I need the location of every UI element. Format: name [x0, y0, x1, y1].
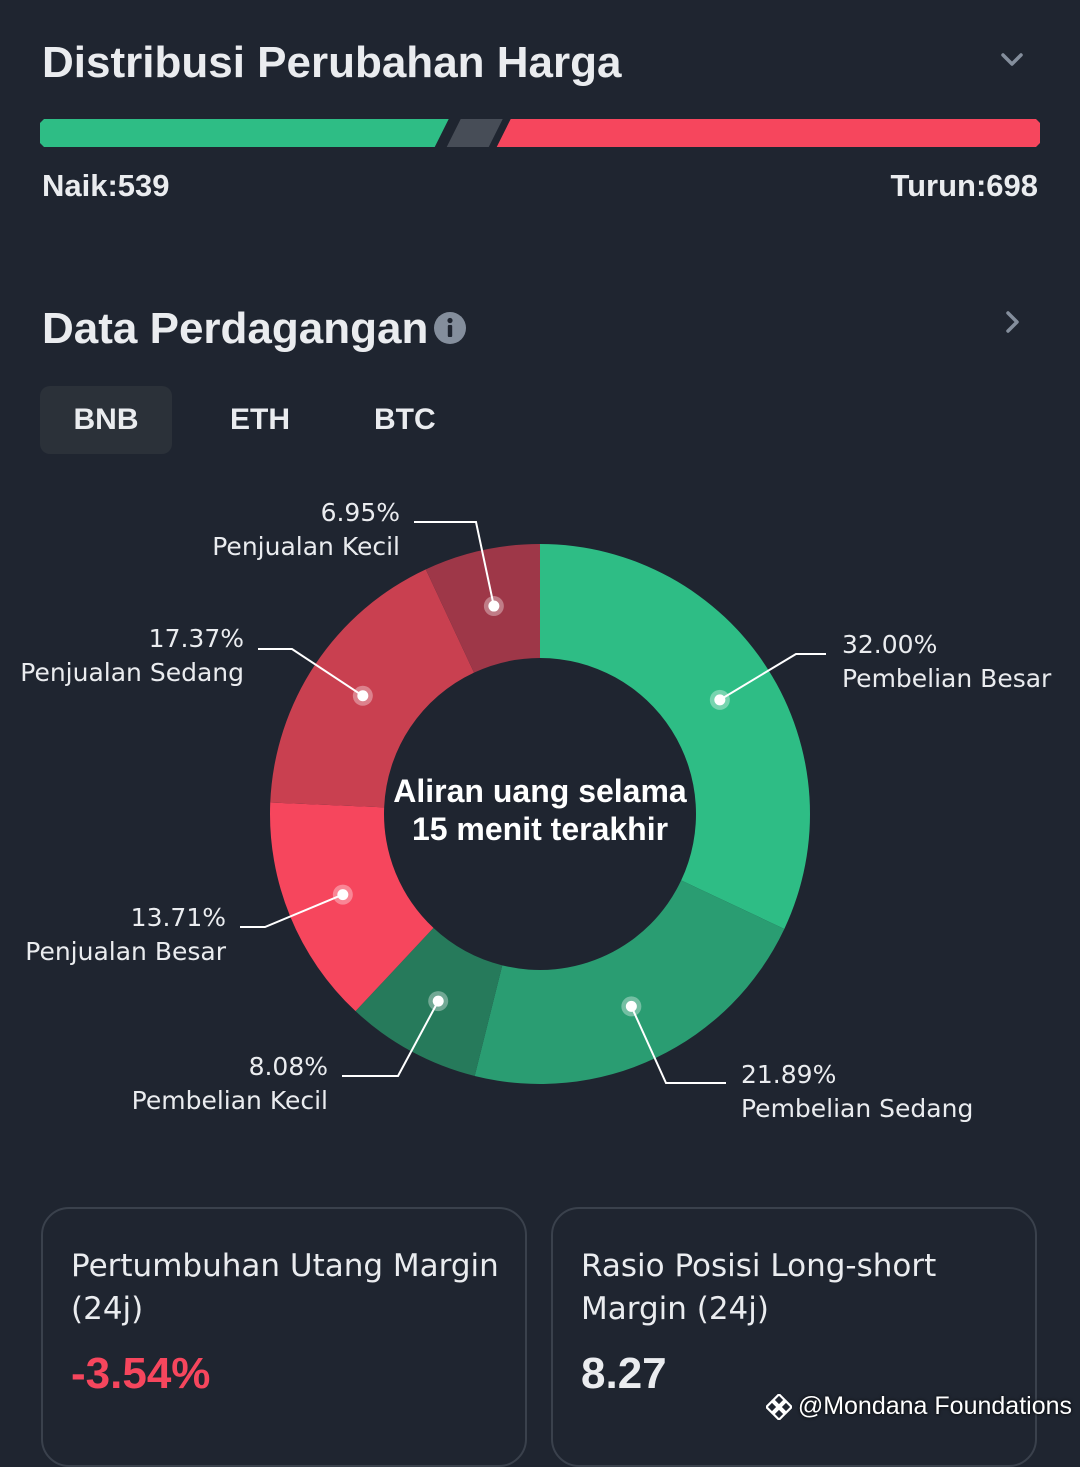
donut-slice-pembelian-besar[interactable]: [540, 544, 810, 929]
label-name: Pembelian Sedang: [741, 1094, 974, 1123]
tab-bnb[interactable]: BNB: [40, 386, 172, 454]
donut-slice-penjualan-kecil[interactable]: [425, 544, 540, 673]
label-pembelian-besar: 32.00% Pembelian Besar: [842, 628, 1051, 696]
label-penjualan-kecil: 6.95% Penjualan Kecil: [212, 496, 400, 564]
fall-count: Turun:698: [890, 168, 1038, 203]
chart-center-line-2: 15 menit terakhir: [411, 811, 669, 847]
label-percent: 21.89%: [741, 1060, 837, 1089]
label-penjualan-sedang: 17.37% Penjualan Sedang: [20, 622, 244, 690]
card-value: -3.54%: [71, 1349, 211, 1398]
slice-marker-dot: [337, 889, 349, 901]
leader-line: [630, 1006, 726, 1084]
label-percent: 6.95%: [320, 498, 400, 527]
info-icon[interactable]: [433, 311, 467, 345]
label-name: Penjualan Sedang: [20, 658, 244, 687]
slice-marker-dot: [625, 1000, 637, 1012]
leader-line: [414, 521, 495, 607]
label-percent: 17.37%: [148, 624, 244, 653]
chart-center-title: Aliran uang selama 15 menit terakhir: [380, 772, 700, 848]
tab-eth[interactable]: ETH: [230, 403, 290, 436]
slice-marker-dot: [488, 600, 500, 612]
label-percent: 8.08%: [248, 1052, 328, 1081]
donut-slice-penjualan-besar[interactable]: [269, 802, 434, 1012]
label-name: Pembelian Besar: [842, 664, 1052, 693]
fall-bar: [496, 119, 1040, 147]
donut-slice-pembelian-kecil[interactable]: [355, 927, 503, 1076]
binance-logo-icon: [765, 1393, 792, 1420]
label-name: Pembelian Kecil: [131, 1086, 328, 1115]
price-distribution-title: Distribusi Perubahan Harga: [42, 38, 622, 87]
rise-count: Naik:539: [42, 168, 170, 203]
distribution-bar: [40, 119, 1040, 147]
label-percent: 13.71%: [130, 903, 226, 932]
money-flow-donut-chart: [240, 521, 826, 1085]
rise-bar: [40, 119, 449, 147]
chart-center-line-1: Aliran uang selama: [393, 773, 687, 809]
label-pembelian-kecil: 8.08% Pembelian Kecil: [132, 1050, 328, 1118]
leader-line: [719, 653, 826, 701]
slice-marker-dot: [357, 690, 369, 702]
label-name: Penjualan Kecil: [212, 532, 400, 561]
slice-marker-dot: [714, 694, 726, 706]
neutral-bar: [446, 119, 503, 147]
chevron-right-icon[interactable]: [996, 306, 1028, 338]
chevron-down-icon[interactable]: [996, 44, 1028, 76]
leader-line: [258, 648, 364, 697]
margin-debt-growth-card[interactable]: Pertumbuhan Utang Margin (24j) -3.54%: [41, 1207, 527, 1467]
watermark: @Mondana Foundations: [765, 1392, 1072, 1421]
slice-marker-dot: [432, 995, 444, 1007]
coin-tabs: BNB ETH BTC: [40, 386, 462, 454]
long-short-ratio-card[interactable]: Rasio Posisi Long-short Margin (24j) 8.2…: [551, 1207, 1037, 1467]
card-value: 8.27: [581, 1349, 667, 1398]
donut-slice-penjualan-sedang[interactable]: [270, 569, 475, 808]
donut-slice-pembelian-sedang[interactable]: [474, 880, 785, 1085]
label-name: Penjualan Besar: [25, 937, 226, 966]
trading-data-title: Data Perdagangan: [42, 304, 429, 353]
tab-btc[interactable]: BTC: [374, 403, 436, 436]
card-title: Pertumbuhan Utang Margin (24j): [71, 1248, 499, 1327]
card-title: Rasio Posisi Long-short Margin (24j): [581, 1248, 937, 1327]
leader-line: [240, 893, 344, 928]
watermark-text: @Mondana Foundations: [797, 1392, 1072, 1420]
leader-line: [342, 1000, 440, 1077]
label-penjualan-besar: 13.71% Penjualan Besar: [25, 901, 226, 969]
label-percent: 32.00%: [842, 630, 938, 659]
label-pembelian-sedang: 21.89% Pembelian Sedang: [741, 1058, 973, 1126]
